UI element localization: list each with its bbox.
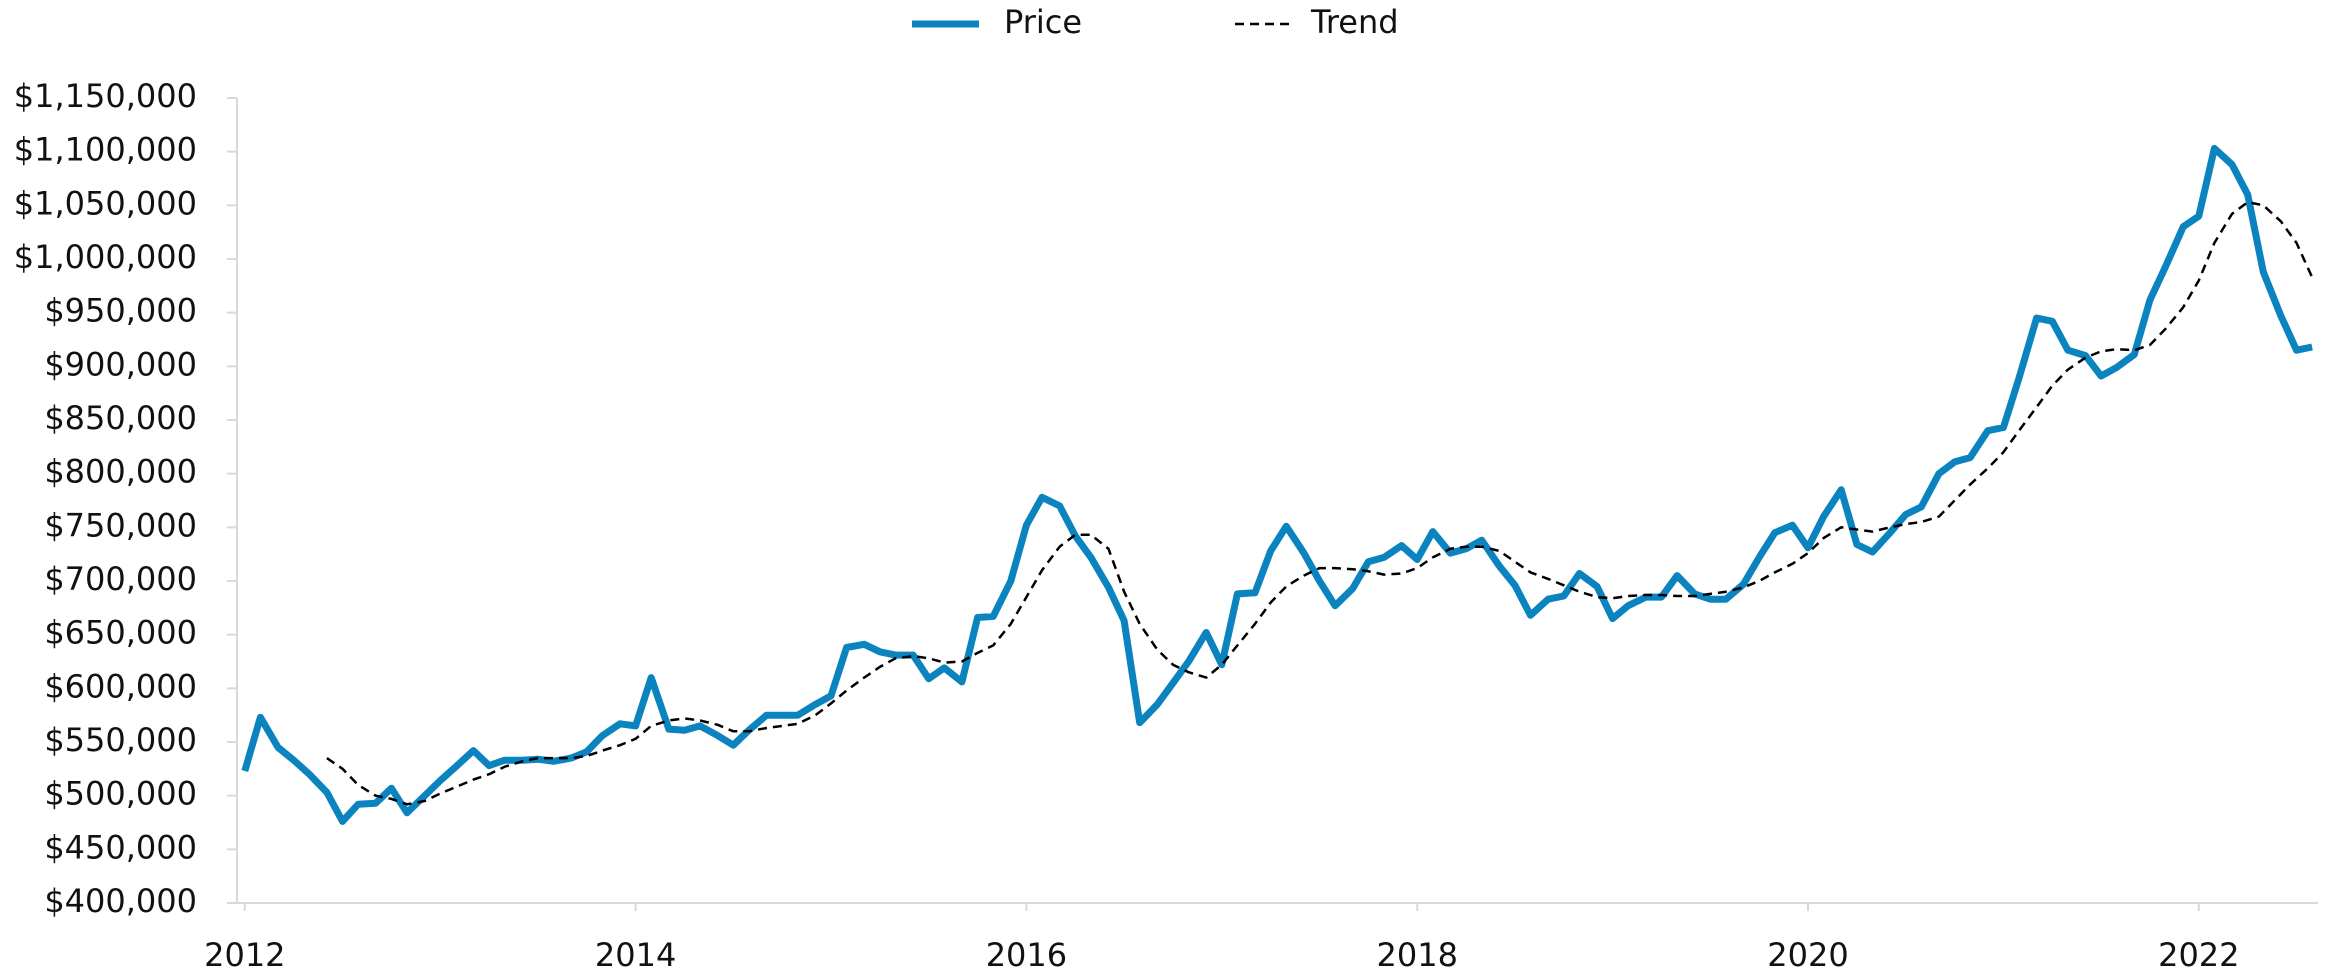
- y-tick-label: $750,000: [44, 506, 197, 544]
- y-tick-label: $450,000: [44, 828, 197, 866]
- series-line: [241, 144, 2313, 825]
- x-tick-label: 2016: [986, 936, 1067, 974]
- y-tick-label: $900,000: [44, 345, 197, 383]
- y-tick-label: $700,000: [44, 560, 197, 598]
- legend-label: Price: [1004, 3, 1082, 41]
- y-tick-label: $1,100,000: [14, 131, 197, 169]
- y-tick-label: $1,150,000: [14, 77, 197, 115]
- y-tick-label: $1,050,000: [14, 184, 197, 222]
- x-tick-label: 2012: [204, 936, 285, 974]
- y-tick-label: $800,000: [44, 453, 197, 491]
- y-tick-label: $850,000: [44, 399, 197, 437]
- y-tick-label: $650,000: [44, 614, 197, 652]
- y-tick-label: $1,000,000: [14, 238, 197, 276]
- y-tick-label: $500,000: [44, 775, 197, 813]
- y-tick-label: $550,000: [44, 721, 197, 759]
- series-line: [326, 200, 2314, 806]
- y-tick-label: $400,000: [44, 882, 197, 920]
- x-tick-label: 2022: [2158, 936, 2239, 974]
- y-tick-label: $600,000: [44, 667, 197, 705]
- y-tick-label: $950,000: [44, 292, 197, 330]
- x-tick-label: 2014: [595, 936, 676, 974]
- x-tick-label: 2018: [1376, 936, 1457, 974]
- x-tick-label: 2020: [1767, 936, 1848, 974]
- legend-label: Trend: [1310, 3, 1399, 41]
